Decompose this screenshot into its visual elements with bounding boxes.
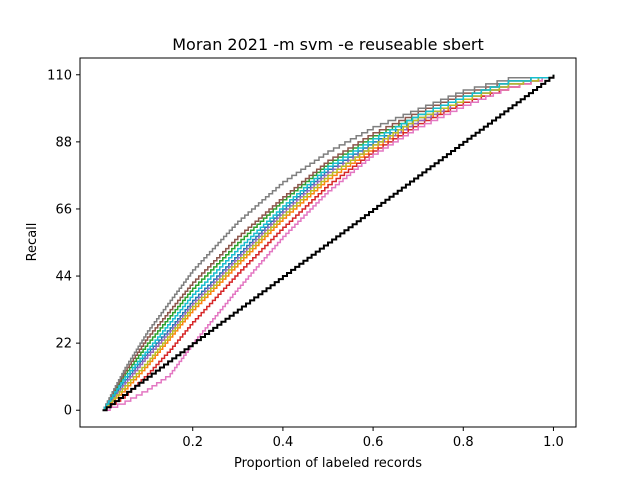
y-tick-label: 88 xyxy=(55,135,72,150)
recall-curve-9 xyxy=(102,74,555,411)
x-axis: 0.2 0.4 0.6 0.8 1.0 xyxy=(182,427,564,450)
recall-curve-6 xyxy=(102,74,555,411)
x-tick-label: 0.2 xyxy=(182,435,203,450)
x-tick-label: 0.8 xyxy=(453,435,474,450)
plot-frame xyxy=(79,57,577,428)
recall-curve-7 xyxy=(102,74,555,411)
y-axis-label: Recall xyxy=(25,223,40,262)
y-tick-label: 22 xyxy=(55,337,72,352)
y-tick-label: 0 xyxy=(64,404,72,419)
y-axis: 0 22 44 66 88 110 xyxy=(47,68,80,419)
y-tick-label: 66 xyxy=(55,202,72,217)
recall-curve-5 xyxy=(102,74,555,411)
random-baseline-line xyxy=(102,74,555,412)
y-tick-label: 110 xyxy=(47,68,72,83)
chart-title: Moran 2021 -m svm -e reuseable sbert xyxy=(172,35,484,54)
plot-lines xyxy=(102,74,555,412)
recall-curve-1 xyxy=(102,74,555,411)
recall-curve-4 xyxy=(102,74,555,411)
x-tick-label: 0.4 xyxy=(273,435,294,450)
recall-curve-8 xyxy=(102,74,555,411)
x-axis-label: Proportion of labeled records xyxy=(234,456,422,471)
recall-curve-10 xyxy=(102,74,555,411)
recall-curve-3 xyxy=(102,74,555,411)
x-tick-label: 1.0 xyxy=(543,435,564,450)
x-tick-label: 0.6 xyxy=(363,435,384,450)
y-tick-label: 44 xyxy=(55,270,72,285)
